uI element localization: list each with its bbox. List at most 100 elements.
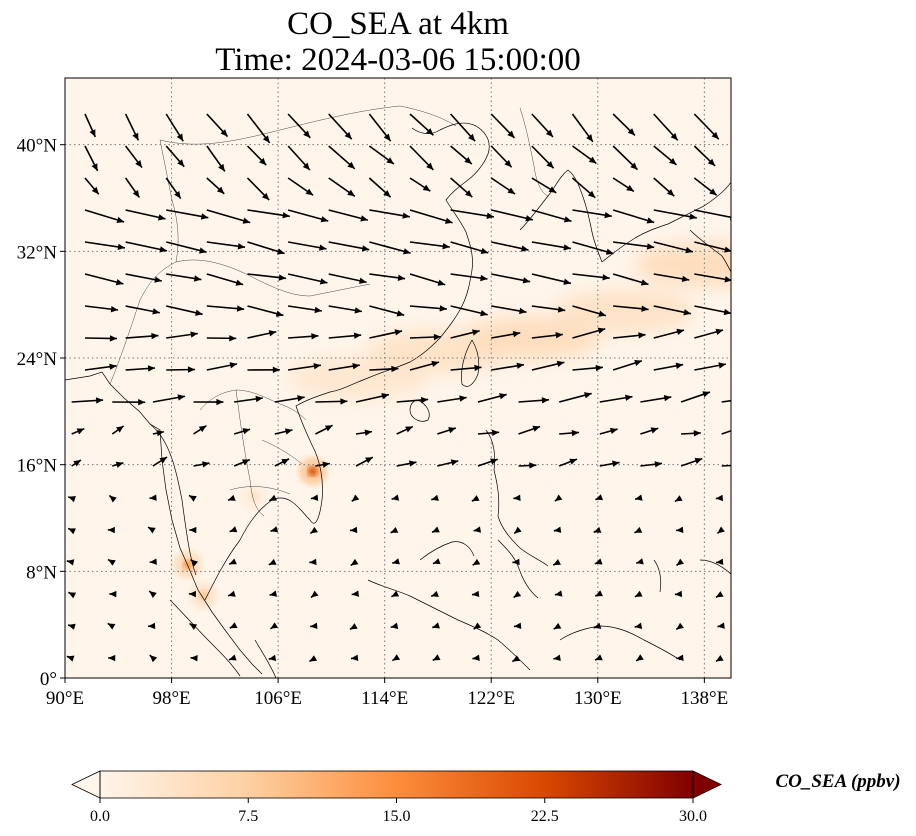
wind-arrow xyxy=(571,113,594,143)
wind-arrow xyxy=(309,526,318,535)
wind-arrow xyxy=(350,654,359,661)
wind-arrow xyxy=(355,429,373,436)
wind-arrow xyxy=(233,458,251,467)
wind-arrow xyxy=(71,397,104,404)
wind-arrow xyxy=(287,177,314,196)
wind-arrow xyxy=(572,327,606,339)
wind-arrow xyxy=(653,328,685,339)
wind-arrow xyxy=(693,145,716,167)
colorbar-extend-high xyxy=(692,770,722,799)
wind-arrow xyxy=(491,362,525,371)
wind-arrow xyxy=(206,177,225,195)
wind-arrow xyxy=(680,457,703,467)
wind-arrow xyxy=(166,305,203,316)
wind-arrow xyxy=(715,591,724,599)
wind-arrow xyxy=(553,526,562,533)
wind-arrow xyxy=(735,210,776,223)
wind-arrow xyxy=(594,654,603,661)
wind-arrow xyxy=(531,113,554,138)
country-borders xyxy=(109,105,549,517)
wind-arrow xyxy=(287,209,329,223)
wind-arrow xyxy=(472,558,481,566)
wind-arrow xyxy=(328,273,367,284)
wind-arrow xyxy=(193,424,207,435)
colorbar: 0.0 7.5 15.0 22.5 30.0 CO_SEA (ppbv) xyxy=(71,770,901,825)
wind-arrow xyxy=(572,241,614,255)
wind-arrow xyxy=(653,177,675,197)
wind-arrow xyxy=(634,494,643,501)
wind-arrow xyxy=(107,558,116,566)
colorbar-tick-label: 7.5 xyxy=(238,808,258,825)
wind-arrow xyxy=(368,177,392,198)
wind-arrow xyxy=(125,273,162,283)
wind-arrow xyxy=(640,394,672,403)
wind-arrow xyxy=(67,495,76,503)
wind-arrow xyxy=(124,177,141,198)
wind-arrow xyxy=(165,177,182,200)
wind-arrow xyxy=(247,273,287,281)
wind-arrow xyxy=(391,494,400,501)
wind-arrow xyxy=(531,241,571,251)
wind-arrow xyxy=(513,526,522,535)
wind-arrow xyxy=(84,177,100,195)
wind-arrow xyxy=(612,273,649,286)
wind-arrow xyxy=(593,526,602,533)
wind-arrow xyxy=(193,461,210,468)
y-tick-label: 0° xyxy=(40,669,57,690)
wind-arrow xyxy=(450,113,476,142)
wind-arrow xyxy=(188,590,196,598)
wind-arrow xyxy=(84,273,124,286)
wind-arrow xyxy=(189,526,197,534)
wind-arrow xyxy=(490,113,516,139)
wind-arrow xyxy=(693,113,720,140)
wind-arrow xyxy=(694,328,724,339)
wind-arrow xyxy=(246,113,271,144)
wind-arrow xyxy=(531,332,563,339)
wind-arrow xyxy=(315,461,330,468)
wind-arrow xyxy=(152,394,186,403)
wind-arrow xyxy=(349,526,358,534)
wind-arrow xyxy=(595,494,604,501)
wind-arrow xyxy=(653,209,697,220)
wind-arrow xyxy=(189,622,198,630)
wind-arrow xyxy=(409,113,434,136)
wind-arrow xyxy=(247,366,280,374)
wind-arrow xyxy=(268,494,278,502)
wind-arrow xyxy=(409,209,453,224)
wind-arrow xyxy=(450,273,488,282)
wind-arrow xyxy=(287,113,311,139)
wind-arrow xyxy=(674,495,683,503)
wind-arrow xyxy=(653,362,684,371)
wind-arrow xyxy=(274,458,290,467)
wind-arrow xyxy=(188,494,197,502)
wind-arrow xyxy=(437,459,459,467)
plume-patch xyxy=(461,316,602,360)
wind-arrow xyxy=(84,335,117,342)
wind-arrow xyxy=(268,654,277,662)
plume-patch xyxy=(554,289,695,334)
wind-arrow xyxy=(518,462,537,469)
wind-arrow xyxy=(84,113,97,138)
wind-arrow xyxy=(431,526,440,533)
wind-arrow xyxy=(491,305,527,315)
wind-arrow xyxy=(450,241,489,254)
wind-arrow xyxy=(396,396,429,404)
wind-arrow xyxy=(247,241,285,255)
wind-arrow xyxy=(716,558,724,566)
wind-arrow xyxy=(472,654,480,661)
wind-arrow xyxy=(227,590,236,597)
wind-arrow xyxy=(676,526,684,533)
wind-arrow xyxy=(513,622,522,629)
wind-arrow xyxy=(676,654,684,661)
wind-arrow xyxy=(531,273,572,285)
wind-arrow xyxy=(450,145,473,165)
wind-arrow xyxy=(310,590,319,599)
wind-arrow xyxy=(430,590,439,598)
wind-arrow xyxy=(206,145,226,172)
wind-arrow xyxy=(246,177,270,201)
wind-arrow xyxy=(594,558,603,565)
wind-arrow xyxy=(310,494,319,501)
x-tick-label: 90°E xyxy=(46,688,84,709)
wind-arrow xyxy=(165,113,184,142)
